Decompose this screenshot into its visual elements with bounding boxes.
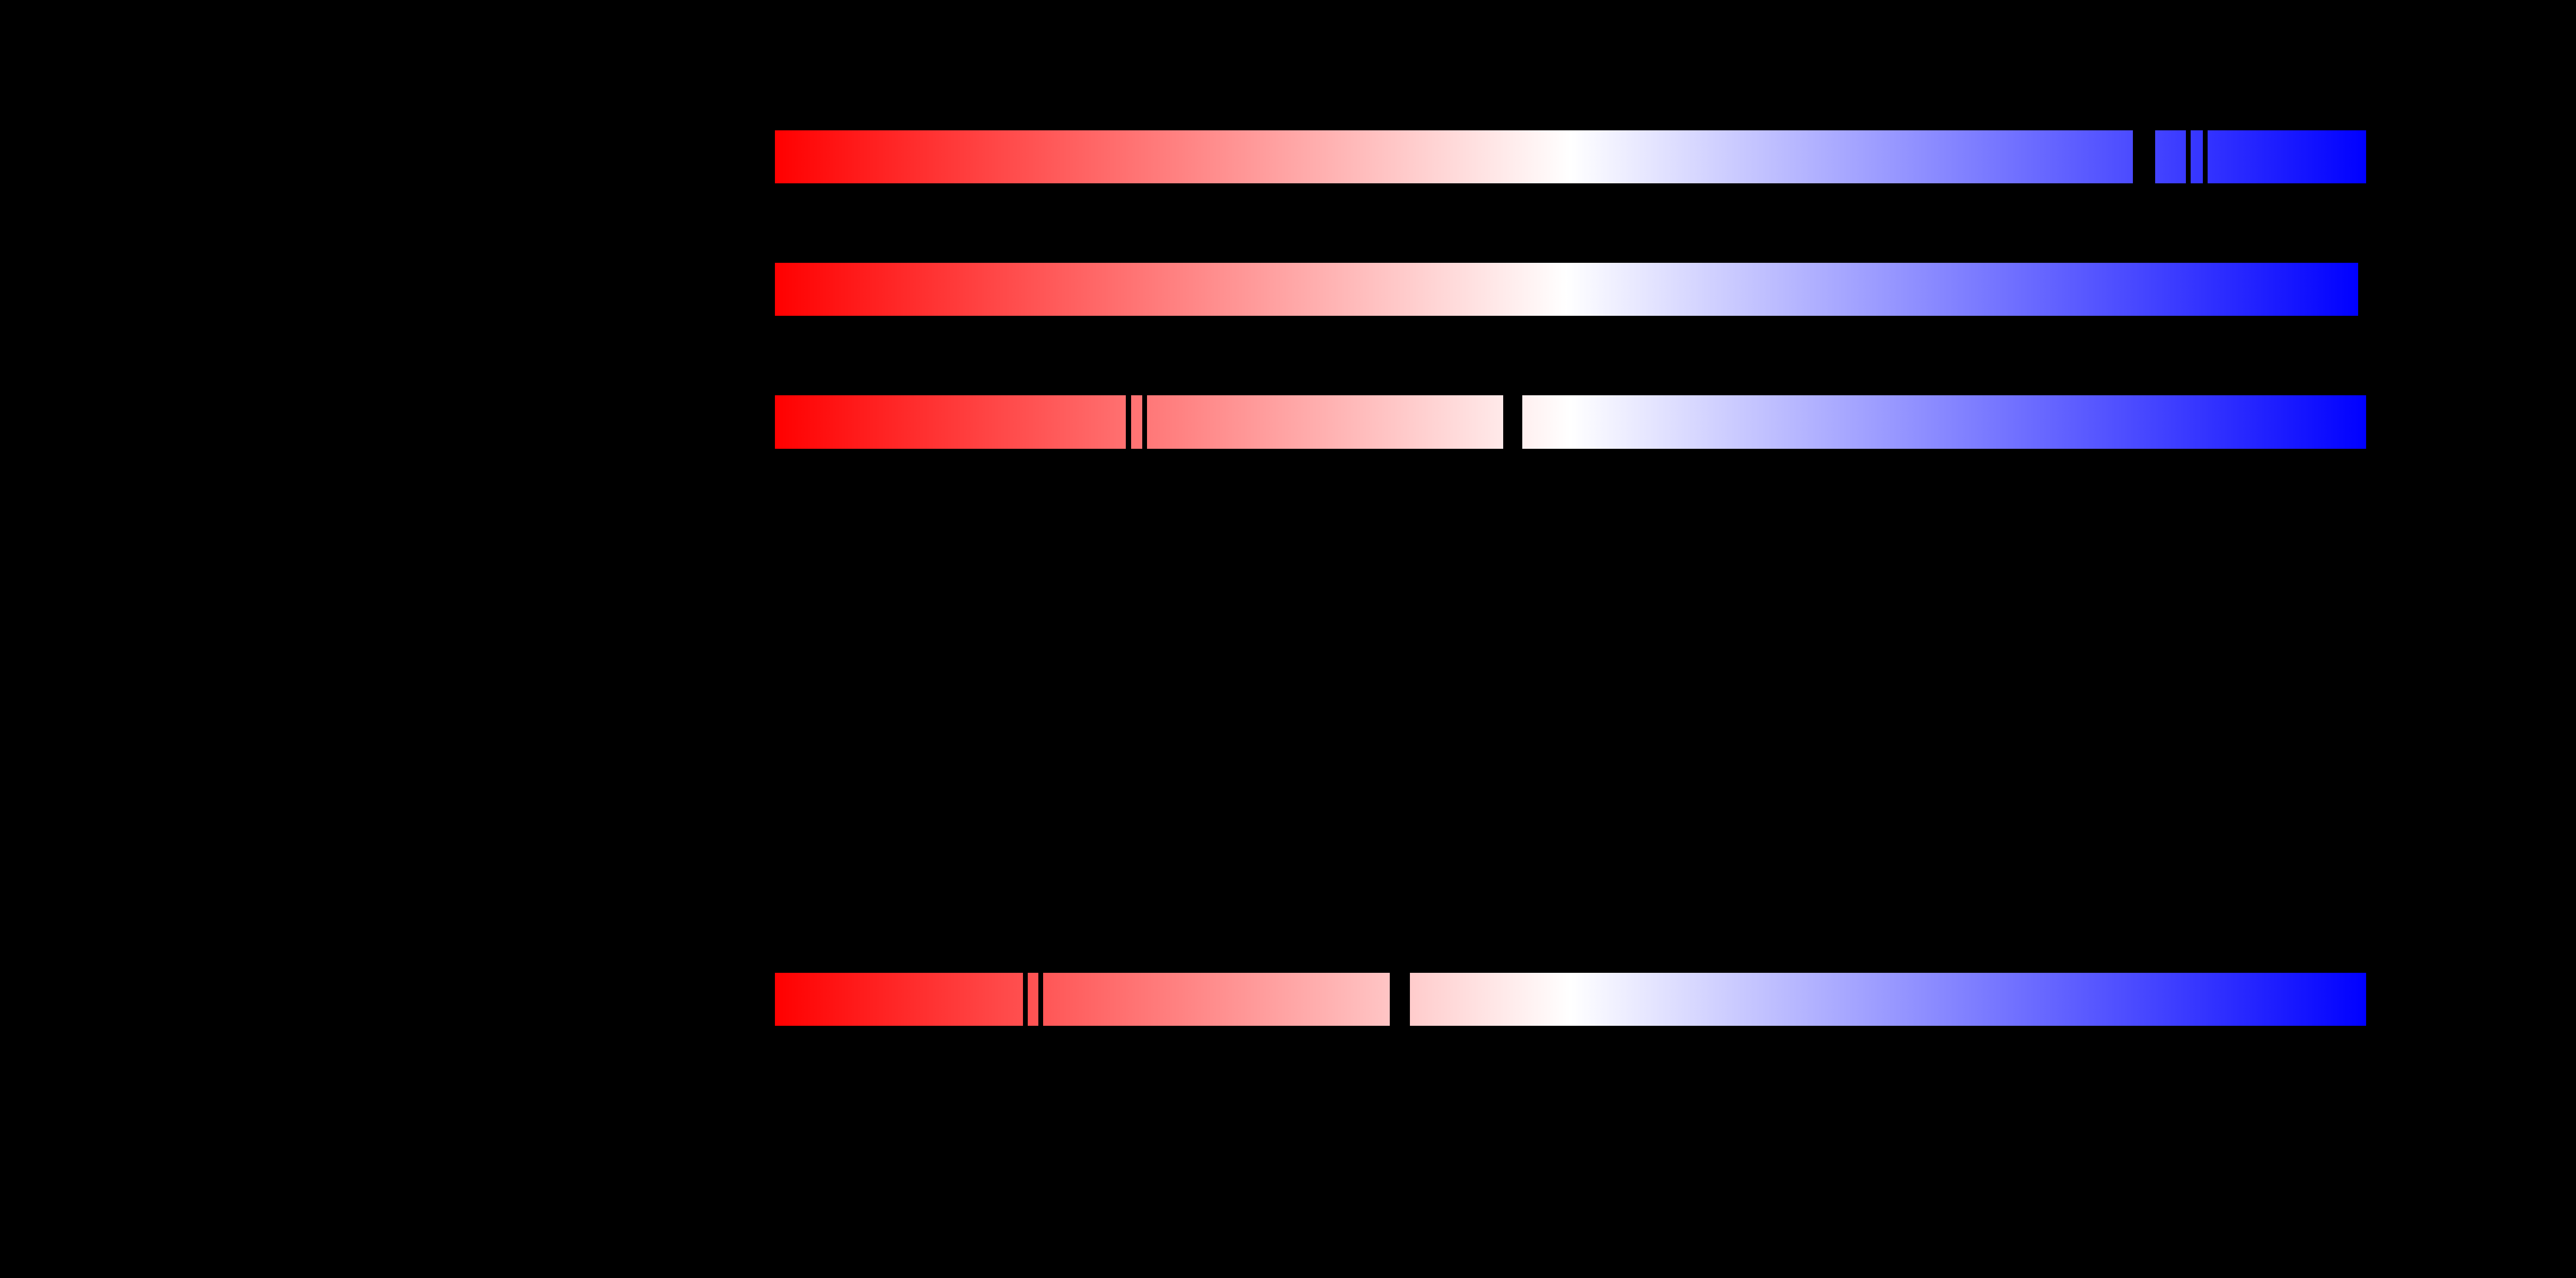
- strip-3-break-line-3: [1503, 395, 1522, 449]
- strip-3-break-line-1: [1126, 395, 1131, 449]
- strip-1-break-line-3: [2203, 130, 2208, 183]
- strip-1-break-line-1: [2133, 130, 2155, 183]
- gradient-strip-3: [775, 395, 2366, 449]
- gradient-strip-1: [775, 130, 2366, 183]
- gradient-strip-2: [775, 263, 2358, 316]
- strip-1-break-line-2: [2186, 130, 2191, 183]
- strip-3-break-line-2: [1142, 395, 1147, 449]
- gradient-strip-4: [775, 973, 2366, 1026]
- strip-4-break-line-2: [1038, 973, 1043, 1026]
- strip-4-break-line-3: [1390, 973, 1410, 1026]
- strip-4-break-line-1: [1023, 973, 1028, 1026]
